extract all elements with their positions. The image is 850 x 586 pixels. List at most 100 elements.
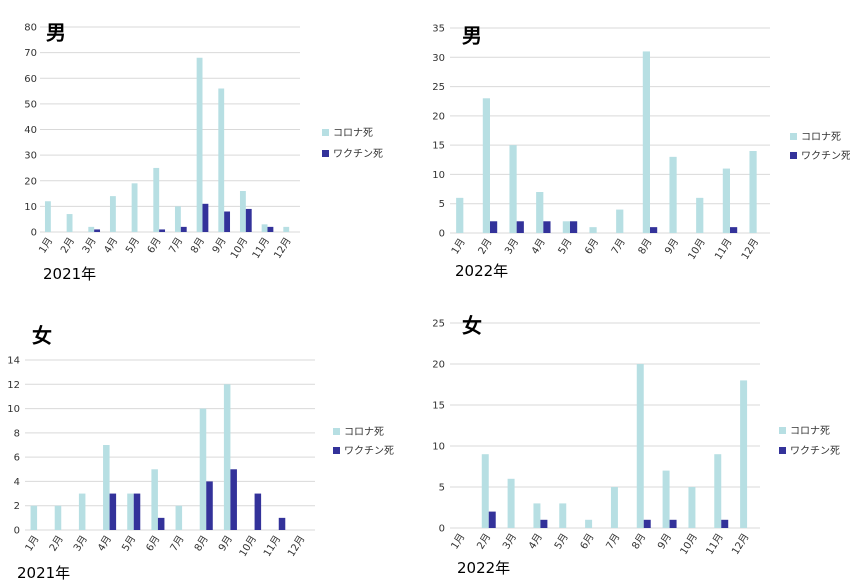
bar-vaccine bbox=[159, 229, 166, 232]
x-tick-label: 8月 bbox=[192, 533, 211, 553]
bar-corona bbox=[509, 145, 517, 233]
y-tick-label: 10 bbox=[432, 170, 445, 181]
legend-swatch-vaccine bbox=[333, 447, 340, 454]
y-tick-label: 14 bbox=[7, 356, 20, 367]
bar-corona bbox=[481, 454, 489, 528]
y-tick-label: 5 bbox=[439, 483, 445, 494]
x-tick-label: 8月 bbox=[188, 235, 207, 255]
y-tick-label: 15 bbox=[432, 401, 445, 412]
bar-corona bbox=[66, 214, 73, 232]
legend-label-vaccine: ワクチン死 bbox=[801, 150, 850, 162]
bar-corona bbox=[153, 167, 160, 232]
bar-corona bbox=[642, 51, 650, 233]
y-tick-label: 30 bbox=[432, 53, 445, 64]
x-tick-label: 8月 bbox=[636, 236, 655, 256]
y-tick-label: 10 bbox=[24, 202, 37, 213]
chart-panel-1: 0 10 20 30 40 50 60 70 80 1月 2月 3月 4月 5月 6月 7月 8月 9月 10月 11… bbox=[24, 21, 383, 284]
year-label: 2021年 bbox=[17, 564, 70, 582]
y-tick-label: 8 bbox=[14, 428, 20, 439]
bar-corona bbox=[688, 487, 696, 528]
y-tick-label: 20 bbox=[432, 111, 445, 122]
x-tick-label: 11月 bbox=[250, 235, 272, 261]
bar-corona bbox=[589, 227, 597, 233]
bar-corona bbox=[54, 505, 62, 530]
bar-vaccine bbox=[570, 221, 578, 233]
x-tick-label: 2月 bbox=[476, 236, 495, 256]
bar-vaccine bbox=[245, 208, 252, 232]
x-tick-label: 1月 bbox=[449, 531, 468, 551]
y-tick-label: 0 bbox=[439, 229, 445, 240]
legend-swatch-corona bbox=[779, 427, 786, 434]
bar-vaccine bbox=[94, 229, 101, 232]
y-tick-label: 40 bbox=[24, 125, 37, 136]
y-tick-label: 80 bbox=[24, 23, 37, 34]
x-tick-label: 4月 bbox=[102, 235, 121, 255]
bar-corona bbox=[562, 221, 570, 233]
x-tick-label: 3月 bbox=[80, 235, 99, 255]
y-tick-label: 12 bbox=[7, 380, 20, 391]
bar-corona bbox=[749, 151, 757, 233]
bar-vaccine bbox=[267, 226, 274, 232]
y-tick-label: 0 bbox=[31, 228, 37, 239]
legend-label-vaccine: ワクチン死 bbox=[344, 445, 394, 457]
bar-vaccine bbox=[133, 493, 141, 530]
bar-corona bbox=[109, 196, 116, 232]
y-tick-label: 10 bbox=[7, 404, 20, 415]
bar-corona bbox=[482, 98, 490, 234]
bar-corona bbox=[174, 206, 181, 232]
bar-corona bbox=[103, 445, 110, 530]
bar-vaccine bbox=[540, 519, 548, 528]
bar-corona bbox=[507, 478, 515, 528]
y-tick-label: 60 bbox=[24, 74, 37, 85]
bar-corona bbox=[196, 57, 203, 232]
bar-corona bbox=[199, 408, 207, 530]
gender-label: 男 bbox=[46, 21, 66, 45]
gender-label: 男 bbox=[462, 24, 482, 48]
legend-label-vaccine: ワクチン死 bbox=[333, 148, 383, 160]
bar-vaccine bbox=[109, 493, 117, 530]
bar-vaccine bbox=[643, 519, 651, 528]
y-tick-label: 5 bbox=[439, 199, 445, 210]
x-tick-label: 9月 bbox=[210, 235, 229, 255]
y-tick-label: 0 bbox=[439, 524, 445, 535]
x-tick-label: 6月 bbox=[582, 236, 601, 256]
bar-vaccine bbox=[516, 221, 524, 233]
legend-swatch-vaccine bbox=[779, 447, 786, 454]
x-tick-label: 10月 bbox=[237, 533, 259, 559]
y-tick-label: 25 bbox=[432, 82, 445, 93]
x-tick-label: 7月 bbox=[604, 531, 623, 551]
x-tick-label: 1月 bbox=[449, 236, 468, 256]
x-tick-label: 1月 bbox=[37, 235, 56, 255]
bar-corona bbox=[616, 209, 624, 233]
bar-vaccine bbox=[278, 517, 286, 530]
bar-vaccine bbox=[669, 519, 677, 528]
bar-vaccine bbox=[230, 469, 237, 530]
bar-corona bbox=[283, 226, 290, 232]
legend-swatch-corona bbox=[322, 129, 329, 136]
bar-corona bbox=[131, 183, 138, 232]
x-tick-label: 9月 bbox=[655, 531, 674, 551]
legend-label-corona: コロナ死 bbox=[333, 127, 373, 139]
bar-corona bbox=[239, 191, 246, 232]
gender-label: 女 bbox=[462, 314, 482, 338]
bar-vaccine bbox=[488, 511, 496, 528]
bar-corona bbox=[78, 493, 86, 530]
x-tick-label: 5月 bbox=[556, 236, 575, 256]
bar-corona bbox=[218, 88, 225, 232]
y-tick-label: 10 bbox=[432, 442, 445, 453]
y-tick-label: 0 bbox=[14, 526, 20, 537]
bar-corona bbox=[636, 364, 644, 528]
bar-vaccine bbox=[730, 227, 738, 233]
bar-corona bbox=[740, 380, 748, 528]
gender-label: 女 bbox=[32, 324, 52, 348]
bar-vaccine bbox=[490, 221, 498, 233]
bar-corona bbox=[722, 168, 730, 233]
x-tick-label: 9月 bbox=[662, 236, 681, 256]
bar-vaccine bbox=[543, 221, 551, 233]
bar-corona bbox=[151, 469, 158, 530]
